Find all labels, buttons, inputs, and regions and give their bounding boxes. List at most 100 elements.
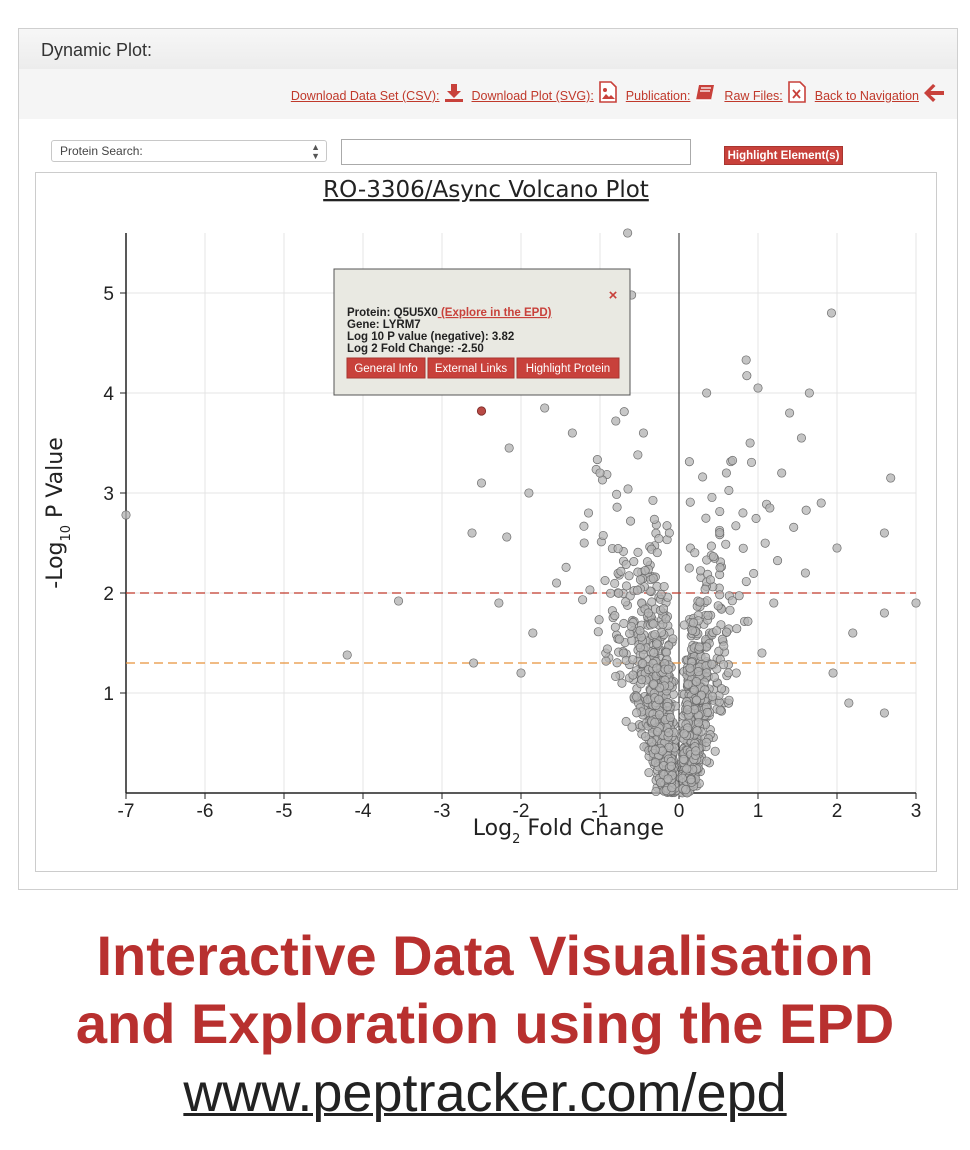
data-point xyxy=(621,581,632,591)
data-point xyxy=(654,710,664,720)
data-point xyxy=(751,513,761,524)
data-point xyxy=(664,728,674,738)
data-point xyxy=(753,383,763,393)
book-icon[interactable] xyxy=(694,83,716,103)
data-point xyxy=(649,648,659,658)
external-links-button-label: External Links xyxy=(435,363,507,375)
data-point xyxy=(551,578,562,588)
data-point xyxy=(713,601,723,611)
data-point xyxy=(664,528,674,538)
data-point xyxy=(606,588,616,598)
data-point xyxy=(724,695,734,705)
data-point xyxy=(844,698,854,708)
search-input[interactable] xyxy=(341,139,691,165)
data-point xyxy=(610,611,620,621)
excel-file-icon[interactable] xyxy=(787,81,807,103)
volcano-plot[interactable]: RO-3306/Async Volcano Plot -7 -6 -5 -4 -3 -2 -1… xyxy=(36,173,936,871)
data-point xyxy=(760,538,770,548)
image-file-icon[interactable] xyxy=(598,81,618,103)
y-tick-label: 3 xyxy=(103,484,114,505)
data-point xyxy=(691,695,702,705)
data-point xyxy=(690,548,700,558)
data-point xyxy=(684,563,694,573)
download-csv-link[interactable]: Download Data Set (CSV): xyxy=(290,89,440,103)
explore-epd-link[interactable]: (Explore in the EPD) xyxy=(438,307,552,319)
data-point xyxy=(710,746,720,756)
data-point xyxy=(715,506,725,517)
highlight-elements-button[interactable]: Highlight Element(s) xyxy=(724,146,843,165)
data-point xyxy=(633,450,643,460)
data-point xyxy=(734,591,744,601)
data-point xyxy=(745,438,755,448)
data-point xyxy=(724,485,734,496)
data-point xyxy=(677,773,687,783)
data-point xyxy=(705,575,715,585)
data-point xyxy=(715,590,725,600)
data-point xyxy=(644,768,654,778)
data-point xyxy=(612,502,622,512)
data-point xyxy=(742,371,752,381)
data-point xyxy=(658,604,669,614)
data-point xyxy=(633,567,643,577)
download-svg-link[interactable]: Download Plot (SVG): xyxy=(471,89,594,103)
data-point xyxy=(665,712,675,723)
data-point xyxy=(494,598,504,608)
protein-search-select[interactable]: Protein Search: ▲ ▼ xyxy=(51,140,327,162)
volcano-chart-container: RO-3306/Async Volcano Plot -7 -6 -5 -4 -3 -2 -1… xyxy=(35,172,937,872)
download-icon[interactable] xyxy=(444,83,464,103)
data-point xyxy=(796,433,806,443)
general-info-button[interactable] xyxy=(346,357,426,379)
back-to-navigation-link[interactable]: Back to Navigation xyxy=(814,89,919,103)
x-tick-label: -4 xyxy=(355,801,372,822)
footer-url[interactable]: www.peptracker.com/epd xyxy=(183,1063,787,1123)
highlight-protein-button[interactable] xyxy=(516,357,620,379)
publication-link[interactable]: Publication: xyxy=(625,89,691,103)
data-point xyxy=(725,605,735,615)
y-tick-label: 2 xyxy=(103,584,114,605)
data-point xyxy=(723,668,733,678)
data-point xyxy=(695,597,705,607)
x-tick-label: 3 xyxy=(911,801,922,822)
close-icon[interactable]: × xyxy=(609,287,618,304)
data-point xyxy=(638,428,648,438)
x-tick-label: -5 xyxy=(276,801,293,822)
data-point xyxy=(801,505,811,515)
panel-title: Dynamic Plot: xyxy=(41,40,153,60)
data-point xyxy=(663,774,673,784)
x-tick-label: -1 xyxy=(592,801,609,822)
data-point xyxy=(659,581,669,592)
data-point xyxy=(647,597,657,607)
data-point xyxy=(619,407,629,417)
data-point xyxy=(642,557,652,567)
external-links-button[interactable] xyxy=(427,357,515,379)
data-point xyxy=(828,668,838,678)
protein-tooltip[interactable]: ×Protein: Q5U5X0 (Explore in the EPD)Gen… xyxy=(333,268,631,396)
tooltip-protein: Protein: Q5U5X0 (Explore in the EPD) xyxy=(347,307,552,319)
data-point xyxy=(578,595,588,605)
data-point xyxy=(650,629,660,640)
chart-title: RO-3306/Async Volcano Plot xyxy=(323,177,649,203)
highlighted-point xyxy=(476,406,487,416)
data-point xyxy=(681,785,691,795)
data-point xyxy=(598,530,608,541)
data-point xyxy=(701,737,711,747)
data-point xyxy=(679,754,689,764)
raw-files-link[interactable]: Raw Files: xyxy=(724,89,783,103)
footer-headline: Interactive Data Visualisation and Explo… xyxy=(0,922,970,1058)
data-point xyxy=(626,516,636,526)
data-point xyxy=(731,668,741,678)
data-point xyxy=(911,598,921,608)
data-point xyxy=(650,757,660,767)
data-point xyxy=(476,478,487,488)
data-point xyxy=(746,457,757,467)
data-point xyxy=(612,489,622,499)
data-point xyxy=(685,497,695,507)
data-point xyxy=(602,644,612,654)
data-point xyxy=(626,621,636,631)
data-point xyxy=(600,575,610,586)
data-point xyxy=(640,566,650,576)
data-point xyxy=(684,457,694,467)
data-point xyxy=(709,672,719,682)
arrow-left-icon[interactable] xyxy=(923,83,945,103)
data-point xyxy=(579,538,589,548)
